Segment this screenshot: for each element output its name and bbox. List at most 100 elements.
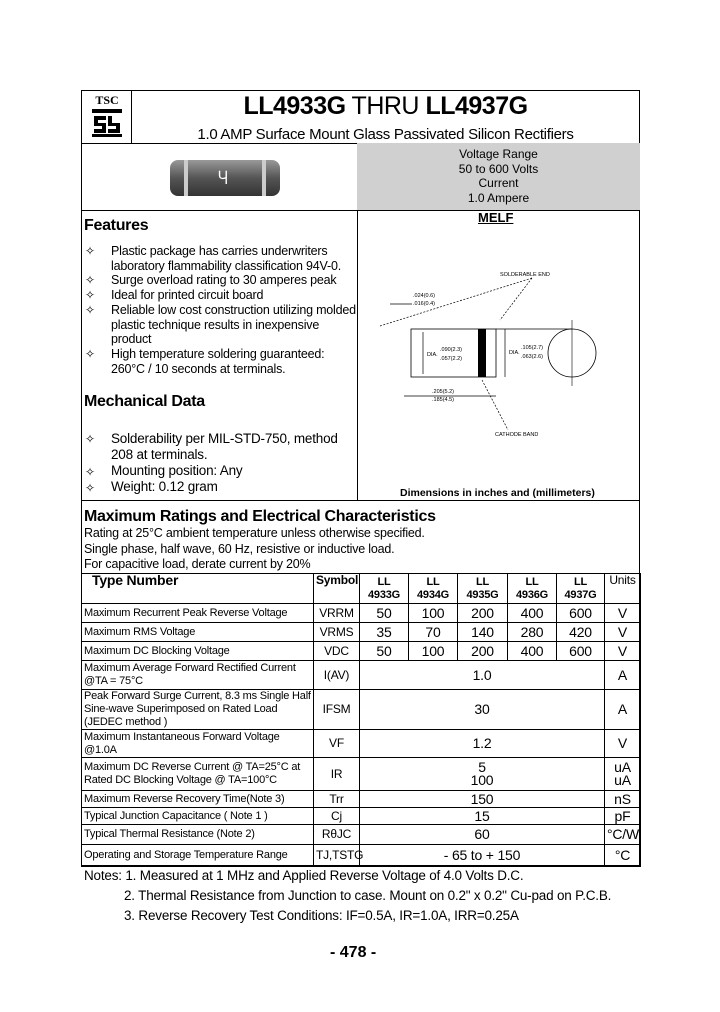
feature-item: Plastic package has carries underwriters… bbox=[111, 244, 341, 273]
unit-cell: V bbox=[604, 603, 641, 623]
unit-cell: V bbox=[604, 729, 641, 758]
unit-cell: nS bbox=[604, 790, 641, 808]
value-cell: 200 bbox=[457, 603, 508, 623]
unit-cell: °C/W bbox=[604, 824, 641, 845]
parameter-label: Maximum DC Reverse Current @ TA=25°C at … bbox=[81, 757, 314, 791]
symbol: VF bbox=[313, 729, 360, 758]
parameter-label: Typical Thermal Resistance (Note 2) bbox=[81, 824, 314, 845]
table-row: Maximum Instantaneous Forward Voltage @1… bbox=[81, 729, 641, 758]
symbol: VDC bbox=[313, 641, 360, 661]
svg-text:Ⴗ: Ⴗ bbox=[218, 170, 228, 188]
bullet-icon: ✧ bbox=[85, 273, 96, 287]
feature-item: Surge overload rating to 30 amperes peak bbox=[111, 273, 337, 287]
feature-item: High temperature soldering guaranteed: 2… bbox=[111, 347, 325, 376]
table-row: Maximum Recurrent Peak Reverse Voltage VR… bbox=[81, 603, 641, 623]
table-row: Maximum Average Forward Rectified Curren… bbox=[81, 660, 641, 690]
value-cell: - 65 to + 150 bbox=[359, 844, 605, 867]
parameter-label: Maximum Average Forward Rectified Curren… bbox=[81, 660, 314, 690]
value-cell: 600 bbox=[556, 641, 605, 661]
value-cell: 400 bbox=[507, 603, 557, 623]
symbol: IFSM bbox=[313, 689, 360, 730]
mechanical-heading: Mechanical Data bbox=[84, 393, 205, 410]
type-number-header: Type Number bbox=[81, 573, 314, 604]
bullet-icon: ✧ bbox=[85, 244, 96, 258]
notes: Notes: 1. Measured at 1 MHz and Applied … bbox=[84, 868, 612, 923]
symbol: VRRM bbox=[313, 603, 360, 623]
symbol-header: Symbol bbox=[313, 573, 360, 604]
table-row: Maximum Reverse Recovery Time(Note 3) Trr… bbox=[81, 790, 641, 808]
page-number: - 478 - bbox=[330, 944, 377, 961]
part-header: LL 4935G bbox=[457, 573, 508, 604]
value-cell: 50 bbox=[359, 603, 409, 623]
value-cell: 30 bbox=[359, 689, 605, 730]
symbol: VRMS bbox=[313, 622, 360, 642]
value-cell: 200 bbox=[457, 641, 508, 661]
svg-text:.063(2.6): .063(2.6) bbox=[521, 354, 543, 360]
unit-cell: °C bbox=[604, 844, 641, 867]
unit-cell: V bbox=[604, 622, 641, 642]
value-cell: 70 bbox=[408, 622, 458, 642]
table-row: Typical Thermal Resistance (Note 2) RθJC 6… bbox=[81, 824, 641, 845]
subtitle: 1.0 AMP Surface Mount Glass Passivated S… bbox=[197, 126, 574, 143]
table-row: Peak Forward Surge Current, 8.3 ms Singl… bbox=[81, 689, 641, 730]
bullet-icon: ✧ bbox=[85, 465, 96, 479]
table-header-row: Type Number Symbol LL 4933G LL 4934G LL 493… bbox=[81, 573, 641, 604]
symbol: TJ,TSTG bbox=[313, 844, 363, 867]
ratings-note: Rating at 25°C ambient temperature unles… bbox=[84, 526, 425, 540]
voltage-current-summary: Voltage Range 50 to 600 Volts Current 1.0 A… bbox=[357, 143, 640, 210]
unit-cell: A bbox=[604, 660, 641, 690]
svg-text:.185(4.5): .185(4.5) bbox=[432, 397, 454, 403]
unit-cell: uA uA bbox=[604, 757, 641, 791]
symbol: Trr bbox=[313, 790, 360, 808]
parameter-label: Maximum Instantaneous Forward Voltage @1… bbox=[81, 729, 314, 758]
part-header: LL 4936G bbox=[507, 573, 557, 604]
parameter-label: Typical Junction Capacitance ( Note 1 ) bbox=[81, 807, 314, 825]
part-header: LL 4937G bbox=[556, 573, 605, 604]
table-row: Maximum RMS Voltage VRMS 35 70 140 280 420 V bbox=[81, 622, 641, 642]
feature-item: Reliable low cost construction utilizing… bbox=[111, 303, 356, 347]
ratings-note: Single phase, half wave, 60 Hz, resistiv… bbox=[84, 542, 395, 556]
dimensions-caption: Dimensions in inches and (millimeters) bbox=[400, 487, 595, 499]
part-header: LL 4934G bbox=[408, 573, 458, 604]
ratings-note: For capacitive load, derate current by 2… bbox=[84, 557, 311, 571]
parameter-label: Maximum Recurrent Peak Reverse Voltage bbox=[81, 603, 314, 623]
ratings-table: Type Number Symbol LL 4933G LL 4934G LL 493… bbox=[81, 573, 641, 867]
parameter-label: Operating and Storage Temperature Range bbox=[81, 844, 314, 867]
value-cell: 600 bbox=[556, 603, 605, 623]
page-title: LL4933G THRU LL4937G bbox=[243, 92, 528, 120]
value-cell: 140 bbox=[457, 622, 508, 642]
symbol: I(AV) bbox=[313, 660, 360, 690]
parameter-label: Peak Forward Surge Current, 8.3 ms Singl… bbox=[81, 689, 314, 730]
table-row: Maximum DC Blocking Voltage VDC 50 100 200 40… bbox=[81, 641, 641, 661]
bullet-icon: ✧ bbox=[85, 288, 96, 302]
unit-cell: pF bbox=[604, 807, 641, 825]
value-cell: 280 bbox=[507, 622, 557, 642]
value-cell: 15 bbox=[359, 807, 605, 825]
bullet-icon: ✧ bbox=[85, 481, 96, 495]
parameter-label: Maximum DC Blocking Voltage bbox=[81, 641, 314, 661]
symbol: RθJC bbox=[313, 824, 360, 845]
package-name: MELF bbox=[478, 210, 514, 225]
parameter-label: Maximum RMS Voltage bbox=[81, 622, 314, 642]
value-cell: 420 bbox=[556, 622, 605, 642]
svg-text:DIA.: DIA. bbox=[427, 352, 438, 358]
value-cell: 1.0 bbox=[359, 660, 605, 690]
parameter-label: Maximum Reverse Recovery Time(Note 3) bbox=[81, 790, 314, 808]
table-row: Maximum DC Reverse Current @ TA=25°C at … bbox=[81, 757, 641, 791]
value-cell: 100 bbox=[408, 603, 458, 623]
value-cell: 60 bbox=[359, 824, 605, 845]
svg-text:.090(2.3): .090(2.3) bbox=[440, 347, 462, 353]
mechanical-item: Solderability per MIL-STD-750, method 20… bbox=[111, 431, 338, 462]
svg-text:.024(0.6): .024(0.6) bbox=[413, 293, 435, 299]
svg-text:.016(0.4): .016(0.4) bbox=[413, 301, 435, 307]
value-cell: 35 bbox=[359, 622, 409, 642]
symbol: Cj bbox=[313, 807, 360, 825]
value-cell: 150 bbox=[359, 790, 605, 808]
feature-item: Ideal for printed circuit board bbox=[111, 288, 264, 302]
value-cell: 1.2 bbox=[359, 729, 605, 758]
svg-text:.057(2.2): .057(2.2) bbox=[440, 356, 462, 362]
value-cell: 50 bbox=[359, 641, 409, 661]
melf-diode-image: Ⴗ bbox=[170, 158, 280, 198]
bullet-icon: ✧ bbox=[85, 303, 96, 317]
part-header: LL 4933G bbox=[359, 573, 409, 604]
